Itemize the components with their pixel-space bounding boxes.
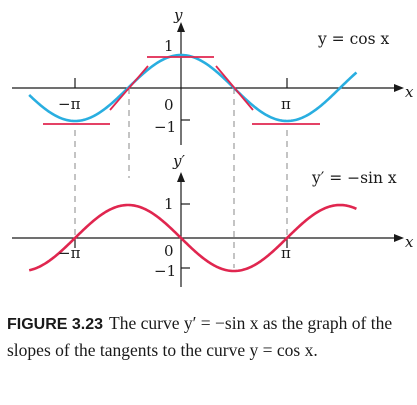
- guide-lines: [74, 88, 288, 268]
- bottom-curve-label: y′ = −sin x: [311, 169, 397, 187]
- top-tick-pi-label: π: [281, 95, 291, 113]
- bottom-x-axis-arrow: [394, 234, 404, 242]
- bottom-tick-one-label: 1: [164, 195, 174, 213]
- top-graph: y 1 0 −1 −π π x y = cos x: [12, 6, 414, 145]
- top-tick-one-label: 1: [164, 37, 174, 55]
- tangent-line-rising: [109, 65, 149, 111]
- negative-sine-curve: [28, 203, 357, 273]
- bottom-tick-pi-label: π: [281, 244, 291, 262]
- figure-caption: FIGURE 3.23 The curve y′ = −sin x as the …: [7, 311, 412, 362]
- bottom-x-axis-label: x: [405, 233, 414, 251]
- top-y-axis-label: y: [173, 6, 183, 24]
- bottom-graph: y′ 1 0 −1 −π π x y′ = −sin x: [12, 152, 414, 287]
- bottom-y-axis-label: y′: [172, 152, 185, 170]
- top-tick-neg-one-label: −1: [154, 118, 176, 136]
- top-curve-label: y = cos x: [317, 30, 389, 48]
- tangent-line-falling: [215, 65, 254, 111]
- top-x-axis-label: x: [405, 83, 414, 101]
- caption-text: The curve y′ = −sin x as the graph of th…: [7, 313, 393, 360]
- tangent-lines: [43, 56, 320, 125]
- bottom-tick-neg-one-label: −1: [154, 262, 176, 280]
- top-tick-neg-pi-label: −π: [58, 95, 81, 113]
- top-x-axis-arrow: [394, 84, 404, 92]
- bottom-tick-zero-label: 0: [164, 242, 174, 260]
- figure-plot: y 1 0 −1 −π π x y = cos x y′ 1 0 −1 −π π…: [12, 6, 414, 287]
- figure-label: FIGURE 3.23: [7, 316, 104, 333]
- top-tick-zero-label: 0: [164, 96, 174, 114]
- bottom-y-axis-arrow: [177, 172, 185, 182]
- top-y-axis-arrow: [177, 22, 185, 32]
- bottom-tick-neg-pi-label: −π: [58, 244, 81, 262]
